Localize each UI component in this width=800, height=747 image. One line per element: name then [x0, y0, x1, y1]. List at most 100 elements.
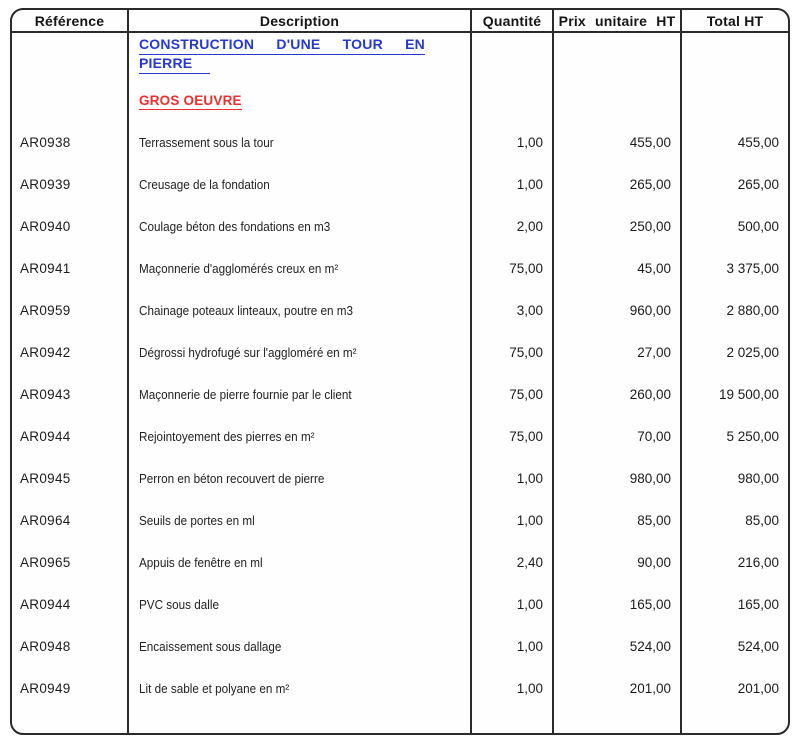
- item-quantity: 3,00: [470, 289, 552, 331]
- section-title: CONSTRUCTION D'UNE TOUR EN PIERRE: [139, 36, 456, 74]
- item-description: Seuils de portes en ml: [127, 499, 470, 541]
- section-title-row-ref-cell: [12, 33, 127, 121]
- item-description: Maçonnerie de pierre fournie par le clie…: [127, 373, 470, 415]
- item-total: 265,00: [680, 163, 788, 205]
- item-description-text: Rejointoyement des pierres en m²: [139, 428, 315, 444]
- item-reference: AR0938: [20, 134, 71, 150]
- item-reference: AR0964: [20, 512, 71, 528]
- item-reference: AR0949: [20, 680, 71, 696]
- section-subtitle: GROS OEUVRE: [139, 93, 242, 110]
- section-title-line2: PIERRE: [139, 55, 211, 74]
- item-quantity: 1,00: [470, 583, 552, 625]
- item-unit-price: 165,00: [552, 583, 680, 625]
- item-unit-price: 524,00: [552, 625, 680, 667]
- item-description: Appuis de fenêtre en ml: [127, 541, 470, 583]
- quote-items-table: Référence Description Quantité Prix unit…: [10, 8, 790, 735]
- item-reference: AR0959: [20, 302, 71, 318]
- item-unit-price: 27,00: [552, 331, 680, 373]
- item-description-text: Maçonnerie d'agglomérés creux en m²: [139, 260, 339, 276]
- item-unit-price: 85,00: [552, 499, 680, 541]
- item-description: Encaissement sous dallage: [127, 625, 470, 667]
- item-description-text: Creusage de la fondation: [139, 176, 270, 192]
- item-unit-price: 201,00: [552, 667, 680, 709]
- item-total: 2 025,00: [680, 331, 788, 373]
- item-reference: AR0944: [20, 596, 71, 612]
- item-total: 201,00: [680, 667, 788, 709]
- column-header-unit-price: Prix unitaire HT: [552, 10, 680, 33]
- column-header-reference: Référence: [12, 10, 127, 33]
- item-description-text: Seuils de portes en ml: [139, 512, 255, 528]
- item-description-text: Coulage béton des fondations en m3: [139, 218, 331, 234]
- bottom-filler-unit-cell: [552, 709, 680, 733]
- bottom-filler-ref-cell: [12, 709, 127, 733]
- item-quantity: 75,00: [470, 415, 552, 457]
- item-unit-price: 45,00: [552, 247, 680, 289]
- item-reference: AR0940: [20, 218, 71, 234]
- item-description: Rejointoyement des pierres en m²: [127, 415, 470, 457]
- item-total: 455,00: [680, 121, 788, 163]
- item-quantity: 75,00: [470, 247, 552, 289]
- item-description-text: Maçonnerie de pierre fournie par le clie…: [139, 386, 352, 402]
- item-unit-price: 90,00: [552, 541, 680, 583]
- item-description-text: Lit de sable et polyane en m²: [139, 680, 290, 696]
- section-title-row-qty-cell: [470, 33, 552, 121]
- item-total: 19 500,00: [680, 373, 788, 415]
- item-reference: AR0944: [20, 428, 71, 444]
- item-total: 2 880,00: [680, 289, 788, 331]
- item-description-text: PVC sous dalle: [139, 596, 220, 612]
- item-quantity: 75,00: [470, 373, 552, 415]
- item-unit-price: 980,00: [552, 457, 680, 499]
- item-description: PVC sous dalle: [127, 583, 470, 625]
- item-description: Terrassement sous la tour: [127, 121, 470, 163]
- item-quantity: 1,00: [470, 499, 552, 541]
- item-quantity: 1,00: [470, 457, 552, 499]
- item-reference: AR0942: [20, 344, 71, 360]
- item-description: Coulage béton des fondations en m3: [127, 205, 470, 247]
- item-total: 3 375,00: [680, 247, 788, 289]
- item-unit-price: 455,00: [552, 121, 680, 163]
- item-description-text: Appuis de fenêtre en ml: [139, 554, 263, 570]
- item-description: Creusage de la fondation: [127, 163, 470, 205]
- item-unit-price: 260,00: [552, 373, 680, 415]
- column-header-quantity: Quantité: [470, 10, 552, 33]
- item-reference: AR0943: [20, 386, 71, 402]
- item-total: 500,00: [680, 205, 788, 247]
- bottom-filler-total-cell: [680, 709, 788, 733]
- item-description: Dégrossi hydrofugé sur l'aggloméré en m²: [127, 331, 470, 373]
- item-description: Maçonnerie d'agglomérés creux en m²: [127, 247, 470, 289]
- item-reference: AR0948: [20, 638, 71, 654]
- item-reference: AR0965: [20, 554, 71, 570]
- item-unit-price: 265,00: [552, 163, 680, 205]
- item-total: 165,00: [680, 583, 788, 625]
- item-quantity: 1,00: [470, 625, 552, 667]
- item-total: 5 250,00: [680, 415, 788, 457]
- item-quantity: 1,00: [470, 667, 552, 709]
- item-description: Chainage poteaux linteaux, poutre en m3: [127, 289, 470, 331]
- item-description: Lit de sable et polyane en m²: [127, 667, 470, 709]
- item-quantity: 1,00: [470, 163, 552, 205]
- column-header-total: Total HT: [680, 10, 788, 33]
- item-description: Perron en béton recouvert de pierre: [127, 457, 470, 499]
- column-header-description: Description: [127, 10, 470, 33]
- bottom-filler-qty-cell: [470, 709, 552, 733]
- item-unit-price: 70,00: [552, 415, 680, 457]
- item-total: 524,00: [680, 625, 788, 667]
- item-quantity: 2,40: [470, 541, 552, 583]
- item-total: 216,00: [680, 541, 788, 583]
- item-description-text: Terrassement sous la tour: [139, 134, 274, 150]
- section-title-line1: CONSTRUCTION D'UNE TOUR EN: [139, 36, 425, 55]
- item-quantity: 1,00: [470, 121, 552, 163]
- item-description-text: Perron en béton recouvert de pierre: [139, 470, 325, 486]
- section-title-row-total-cell: [680, 33, 788, 121]
- item-description-text: Chainage poteaux linteaux, poutre en m3: [139, 302, 354, 318]
- bottom-filler-desc-cell: [127, 709, 470, 733]
- item-quantity: 75,00: [470, 331, 552, 373]
- item-total: 85,00: [680, 499, 788, 541]
- item-reference: AR0941: [20, 260, 71, 276]
- section-title-cell: CONSTRUCTION D'UNE TOUR EN PIERRE GROS O…: [127, 33, 470, 121]
- section-title-row-unit-cell: [552, 33, 680, 121]
- item-unit-price: 250,00: [552, 205, 680, 247]
- item-unit-price: 960,00: [552, 289, 680, 331]
- item-quantity: 2,00: [470, 205, 552, 247]
